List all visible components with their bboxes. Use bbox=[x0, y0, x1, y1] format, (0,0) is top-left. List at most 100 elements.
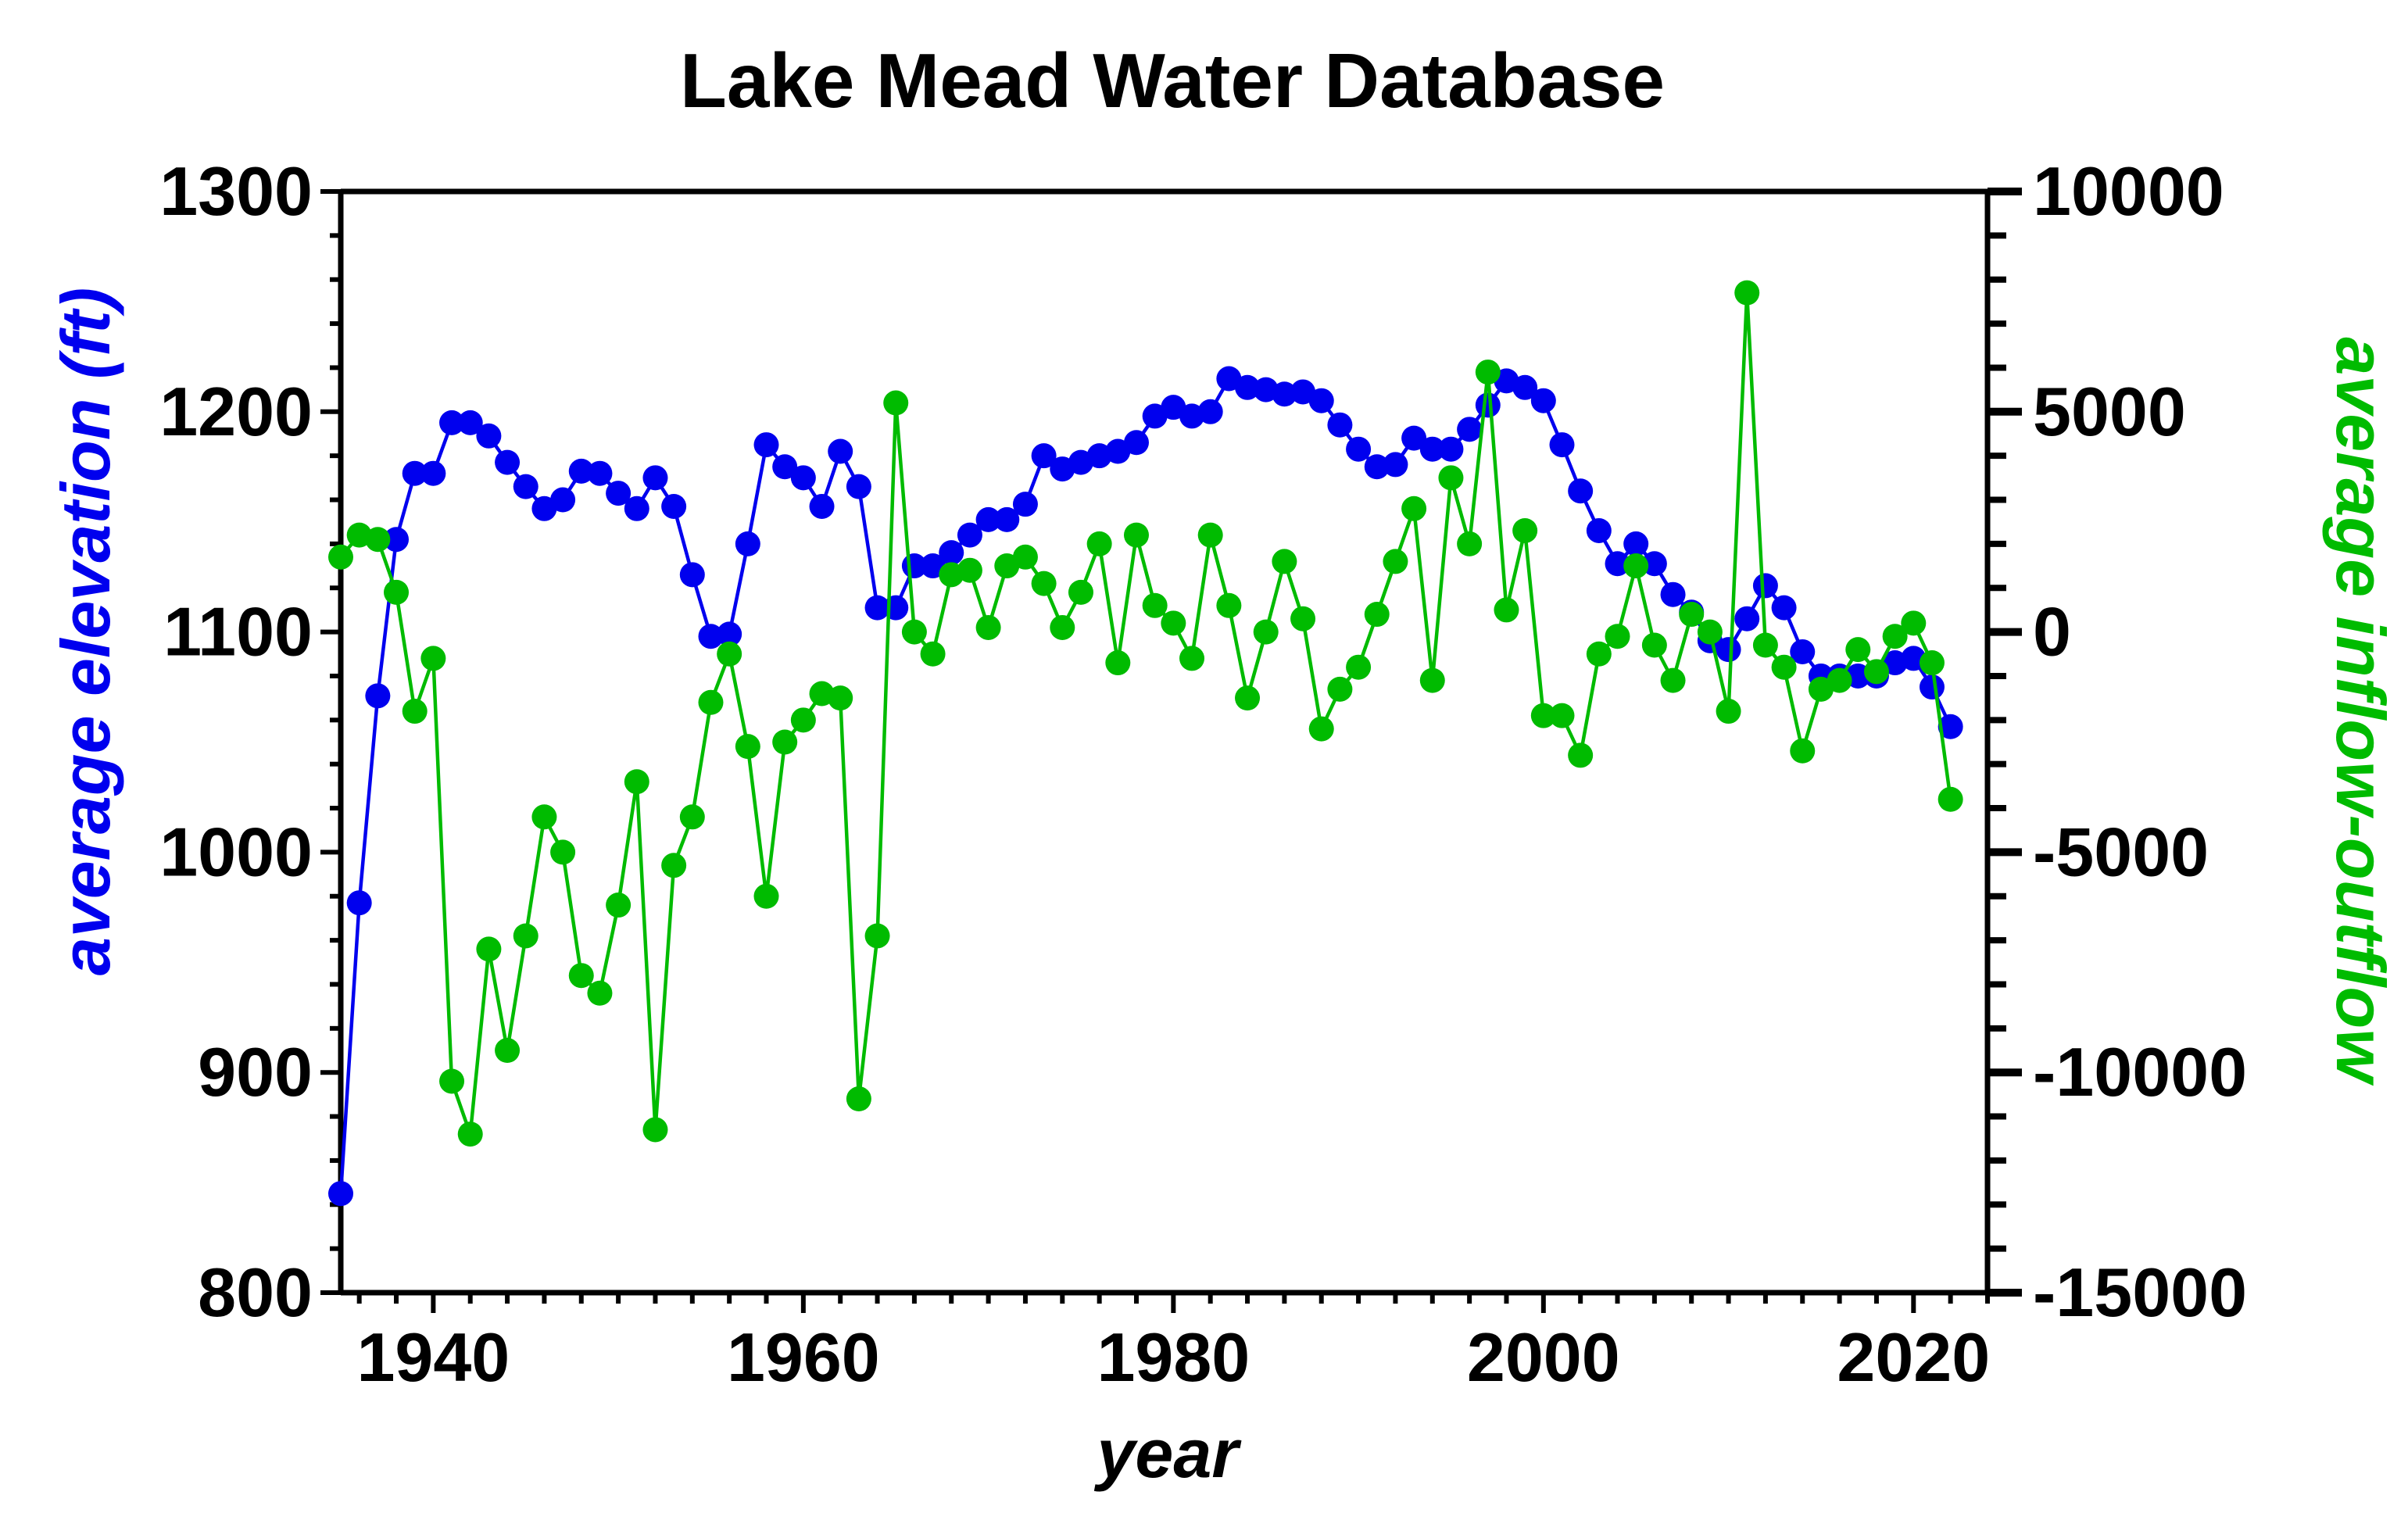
elevation-point bbox=[346, 890, 372, 916]
inflow-outflow-point bbox=[1549, 703, 1575, 728]
x-tick-label: 1980 bbox=[1097, 1318, 1250, 1396]
elevation-point bbox=[809, 493, 835, 519]
inflow-outflow-point bbox=[1716, 699, 1741, 724]
elevation-point bbox=[735, 531, 760, 556]
elevation-point bbox=[717, 621, 742, 647]
elevation-point bbox=[1346, 436, 1372, 462]
inflow-outflow-point bbox=[1512, 517, 1538, 543]
elevation-point bbox=[402, 460, 428, 486]
y-tick-label: 1000 bbox=[159, 813, 313, 890]
inflow-outflow-point bbox=[883, 390, 909, 416]
inflow-outflow-point bbox=[1419, 667, 1445, 693]
inflow-outflow-point bbox=[1197, 522, 1223, 548]
y-tick-label: 1100 bbox=[163, 593, 313, 671]
inflow-outflow-point bbox=[624, 769, 649, 795]
elevation-point bbox=[1475, 392, 1501, 418]
inflow-outflow-point bbox=[1679, 602, 1705, 628]
inflow-outflow-point bbox=[661, 853, 687, 878]
inflow-outflow-point bbox=[1068, 579, 1093, 605]
inflow-outflow-point bbox=[1216, 592, 1242, 618]
elevation-point bbox=[1235, 374, 1261, 400]
inflow-outflow-line bbox=[339, 291, 1952, 1136]
elevation-point bbox=[1919, 674, 1945, 700]
elevation-point bbox=[1752, 573, 1778, 599]
elevation-point bbox=[1660, 581, 1686, 607]
inflow-outflow-point bbox=[457, 1122, 483, 1147]
elevation-point bbox=[828, 438, 853, 464]
elevation-point bbox=[698, 624, 724, 649]
elevation-point bbox=[1031, 443, 1057, 469]
elevation-point bbox=[642, 465, 668, 491]
inflow-outflow-point bbox=[1308, 716, 1334, 742]
inflow-outflow-point bbox=[1438, 465, 1464, 491]
axes: 1940 1960 1980 2000 2020 800 900 1000 1100 1200 13… bbox=[159, 152, 2247, 1396]
elevation-point bbox=[790, 465, 816, 491]
y-tick-label: 1200 bbox=[159, 373, 313, 450]
elevation-point bbox=[365, 683, 391, 709]
inflow-outflow-point bbox=[901, 619, 927, 645]
y2-tick-label: -10000 bbox=[2033, 1033, 2247, 1111]
elevation-point bbox=[439, 410, 465, 435]
elevation-point bbox=[753, 432, 779, 458]
inflow-outflow-point bbox=[1790, 738, 1816, 764]
chart-title: Lake Mead Water Database bbox=[680, 38, 1665, 123]
inflow-outflow-point bbox=[753, 883, 779, 909]
elevation-point bbox=[1123, 430, 1149, 456]
inflow-outflow-point bbox=[975, 614, 1001, 640]
y-tick-label: 900 bbox=[198, 1033, 313, 1111]
elevation-point bbox=[1937, 714, 1963, 739]
x-tick-label: 1940 bbox=[356, 1318, 510, 1396]
inflow-outflow-point bbox=[1179, 646, 1205, 671]
elevation-point bbox=[1272, 381, 1297, 407]
y2-tick-label: -5000 bbox=[2033, 813, 2209, 890]
elevation-point bbox=[1290, 379, 1316, 405]
elevation-point bbox=[1197, 399, 1223, 424]
inflow-outflow-point bbox=[1494, 597, 1519, 623]
elevation-point bbox=[1605, 551, 1630, 577]
inflow-outflow-point bbox=[1142, 592, 1168, 618]
inflow-outflow-point bbox=[772, 729, 798, 755]
inflow-outflow-point bbox=[531, 804, 557, 830]
elevation-point bbox=[1012, 492, 1038, 517]
elevation-point bbox=[864, 595, 890, 621]
inflow-outflow-point bbox=[1605, 624, 1630, 649]
inflow-outflow-point bbox=[1105, 650, 1131, 676]
elevation-point bbox=[531, 495, 557, 521]
inflow-outflow-point bbox=[1050, 614, 1075, 640]
elevation-point bbox=[994, 506, 1020, 532]
elevation-point bbox=[1308, 388, 1334, 413]
inflow-outflow-point bbox=[1586, 641, 1612, 667]
inflow-outflow-point bbox=[495, 1038, 521, 1064]
elevation-point bbox=[772, 454, 798, 480]
inflow-outflow-point bbox=[994, 553, 1020, 579]
inflow-outflow-point bbox=[920, 641, 946, 667]
elevation-point bbox=[587, 460, 613, 486]
elevation-point bbox=[1623, 531, 1649, 556]
elevation-point bbox=[939, 540, 964, 566]
inflow-outflow-point bbox=[1937, 786, 1963, 812]
y-tick-label: 800 bbox=[198, 1254, 313, 1331]
inflow-outflow-point bbox=[717, 641, 742, 667]
inflow-outflow-point bbox=[1327, 676, 1353, 702]
y2-tick-label: 0 bbox=[2033, 593, 2071, 671]
elevation-point bbox=[568, 458, 594, 484]
y2-tick-label: 5000 bbox=[2033, 373, 2186, 450]
inflow-outflow-point bbox=[957, 557, 982, 583]
inflow-outflow-point bbox=[1845, 637, 1871, 663]
elevation-point bbox=[1457, 417, 1483, 442]
inflow-outflow-point bbox=[1475, 360, 1501, 385]
elevation-point bbox=[495, 449, 521, 475]
inflow-outflow-point bbox=[1752, 632, 1778, 658]
elevation-point bbox=[1530, 388, 1556, 413]
inflow-outflow-point bbox=[550, 839, 576, 865]
elevation-point bbox=[1327, 412, 1353, 438]
y-tick-label: 1300 bbox=[159, 152, 313, 230]
elevation-point bbox=[1216, 366, 1242, 392]
inflow-outflow-point bbox=[1697, 619, 1723, 645]
x-tick-label: 2020 bbox=[1837, 1318, 1990, 1396]
inflow-outflow-point bbox=[1031, 571, 1057, 596]
inflow-outflow-point bbox=[1235, 685, 1261, 711]
elevation-point bbox=[1734, 606, 1760, 631]
inflow-outflow-point bbox=[1161, 610, 1186, 636]
